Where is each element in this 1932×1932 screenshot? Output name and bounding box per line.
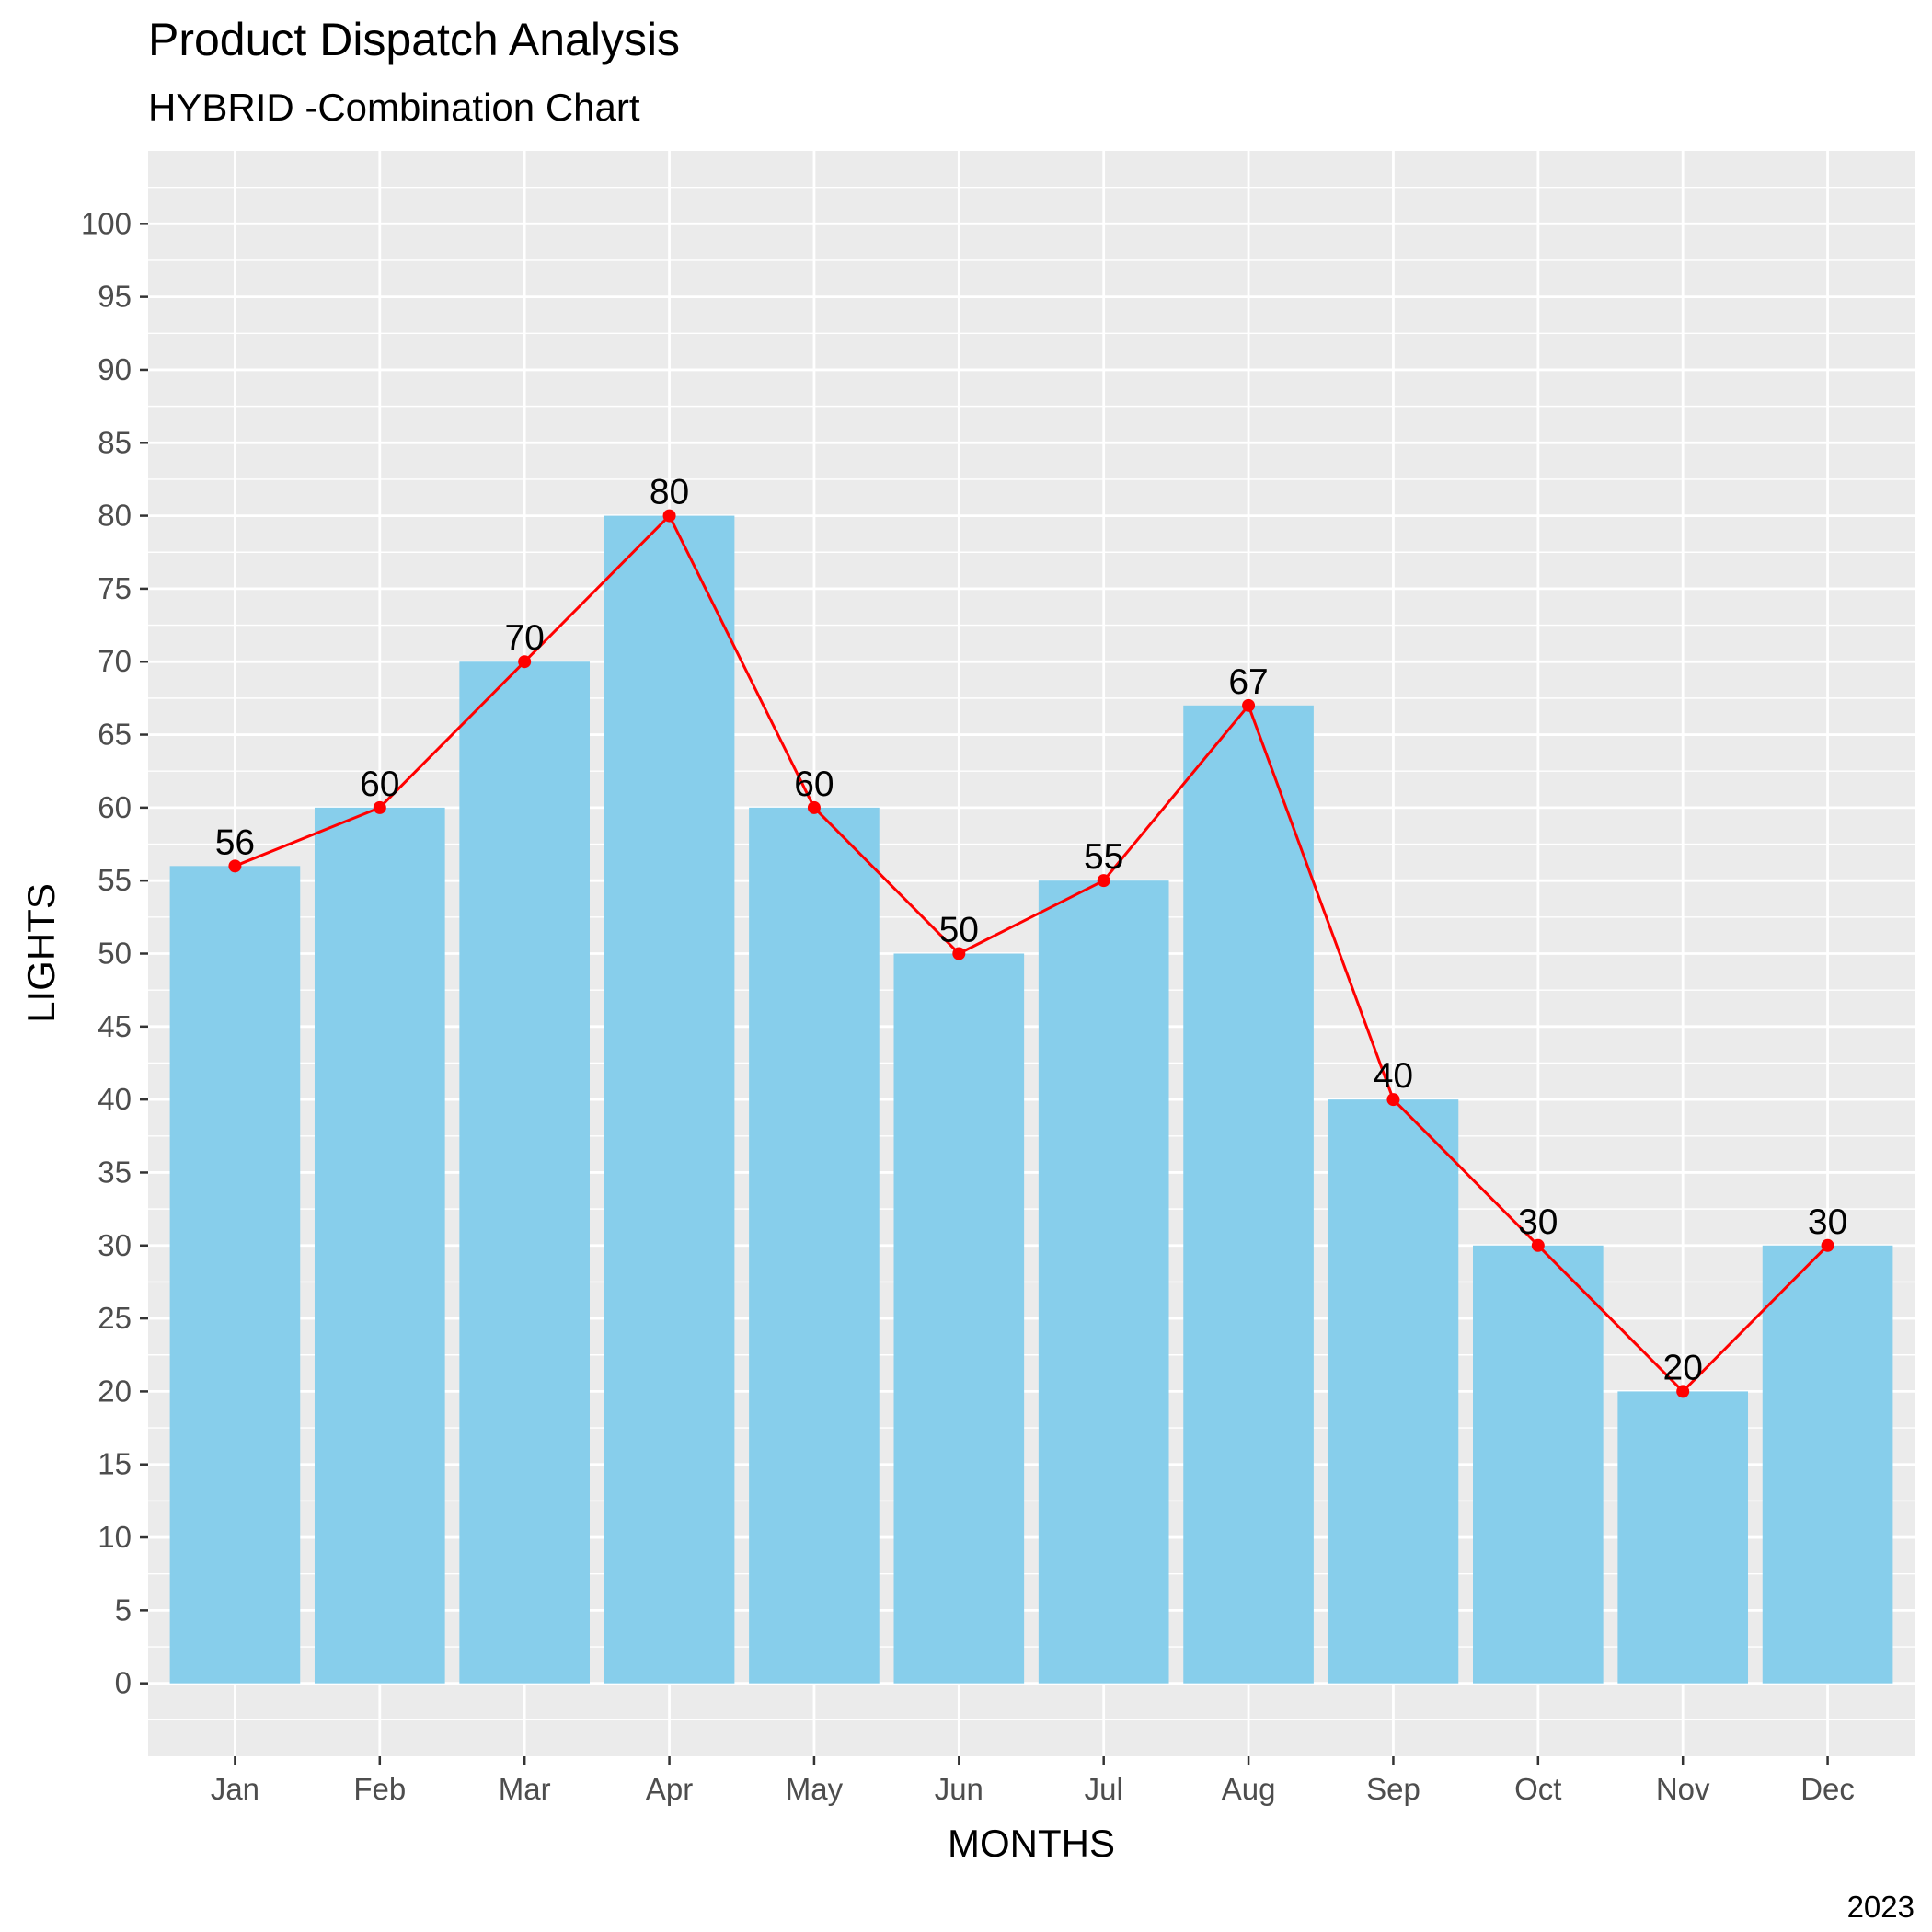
y-tick-label: 30: [98, 1228, 132, 1262]
y-tick-label: 50: [98, 937, 132, 971]
data-label-nov: 20: [1663, 1348, 1703, 1387]
bar-mar: [459, 661, 590, 1684]
bar-oct: [1473, 1245, 1604, 1684]
x-tick-label: Feb: [353, 1772, 406, 1806]
x-tick-label: May: [786, 1772, 844, 1806]
x-tick-label: Nov: [1656, 1772, 1710, 1806]
x-tick-label: Oct: [1514, 1772, 1561, 1806]
trend-point-oct: [1531, 1238, 1545, 1252]
chart-caption: 2023: [1847, 1890, 1915, 1924]
data-label-may: 60: [794, 765, 834, 804]
bar-nov: [1617, 1391, 1749, 1684]
y-axis-title: LIGHTS: [19, 883, 63, 1023]
trend-point-dec: [1821, 1238, 1834, 1252]
x-tick-label: Jun: [935, 1772, 983, 1806]
y-tick-label: 20: [98, 1374, 132, 1408]
y-tick-label: 0: [115, 1666, 132, 1700]
y-tick-label: 45: [98, 1009, 132, 1043]
y-tick-label: 5: [115, 1593, 132, 1627]
trend-points: [228, 509, 1834, 1398]
y-tick-label: 40: [98, 1082, 132, 1116]
y-tick-label: 75: [98, 571, 132, 605]
data-label-apr: 80: [650, 473, 689, 512]
bar-jun: [893, 953, 1025, 1684]
bars: [169, 515, 1893, 1684]
y-tick-label: 10: [98, 1520, 132, 1554]
trend-point-feb: [373, 800, 386, 814]
x-tick-label: Sep: [1366, 1772, 1420, 1806]
data-label-dec: 30: [1808, 1202, 1847, 1242]
x-tick-label: Apr: [646, 1772, 693, 1806]
trend-point-may: [807, 800, 821, 814]
y-tick-label: 70: [98, 644, 132, 678]
y-tick-label: 95: [98, 280, 132, 314]
x-tick-label: Dec: [1800, 1772, 1855, 1806]
bar-jan: [169, 866, 301, 1684]
bar-aug: [1183, 705, 1314, 1684]
bar-may: [749, 807, 880, 1684]
data-label-jun: 50: [939, 911, 979, 950]
bar-jul: [1038, 880, 1169, 1684]
y-tick-label: 25: [98, 1301, 132, 1335]
y-tick-label: 55: [98, 863, 132, 897]
data-label-mar: 70: [504, 618, 544, 658]
y-tick-label: 80: [98, 499, 132, 533]
x-axis: Jan Feb Mar Apr May Jun Jul Aug Sep Oct Nov Dec: [211, 1756, 1855, 1806]
bar-apr: [604, 515, 735, 1684]
trend-point-aug: [1242, 698, 1256, 712]
x-tick-label: Aug: [1222, 1772, 1276, 1806]
trend-point-nov: [1676, 1385, 1690, 1398]
data-label-oct: 30: [1518, 1202, 1558, 1242]
data-label-jul: 55: [1084, 837, 1123, 877]
x-tick-label: Jul: [1085, 1772, 1123, 1806]
bar-dec: [1762, 1245, 1893, 1684]
x-tick-label: Jan: [211, 1772, 259, 1806]
chart-title: Product Dispatch Analysis: [148, 14, 680, 65]
data-label-sep: 40: [1374, 1056, 1413, 1096]
y-tick-label: 90: [98, 352, 132, 386]
y-tick-label: 85: [98, 425, 132, 459]
trend-line: [234, 513, 1829, 1394]
y-tick-label: 15: [98, 1447, 132, 1481]
y-tick-label: 100: [81, 206, 132, 240]
data-label-aug: 67: [1228, 662, 1268, 702]
trend-point-sep: [1386, 1093, 1400, 1107]
y-tick-label: 60: [98, 790, 132, 824]
trend-point-apr: [662, 509, 676, 523]
data-labels: 56 60 70 80 60 50 55 67 40 30 20 30: [215, 473, 1848, 1388]
bar-feb: [314, 807, 445, 1684]
trend-point-jan: [228, 859, 242, 873]
data-label-feb: 60: [360, 765, 399, 804]
trend-line-layer: [234, 513, 1829, 1394]
y-axis: 0 5 10 15 20 25 30 35 40 45 50 55 60 65 70 75 80 85 90 95 10…: [81, 206, 148, 1700]
bar-sep: [1328, 1099, 1459, 1684]
x-tick-label: Mar: [499, 1772, 551, 1806]
trend-point-mar: [518, 655, 532, 669]
y-tick-label: 35: [98, 1155, 132, 1189]
chart-subtitle: HYBRID -Combination Chart: [148, 86, 640, 129]
trend-point-jul: [1097, 874, 1110, 888]
data-label-jan: 56: [215, 822, 255, 862]
y-tick-label: 65: [98, 718, 132, 752]
x-axis-title: MONTHS: [948, 1822, 1115, 1865]
trend-point-jun: [952, 947, 966, 960]
